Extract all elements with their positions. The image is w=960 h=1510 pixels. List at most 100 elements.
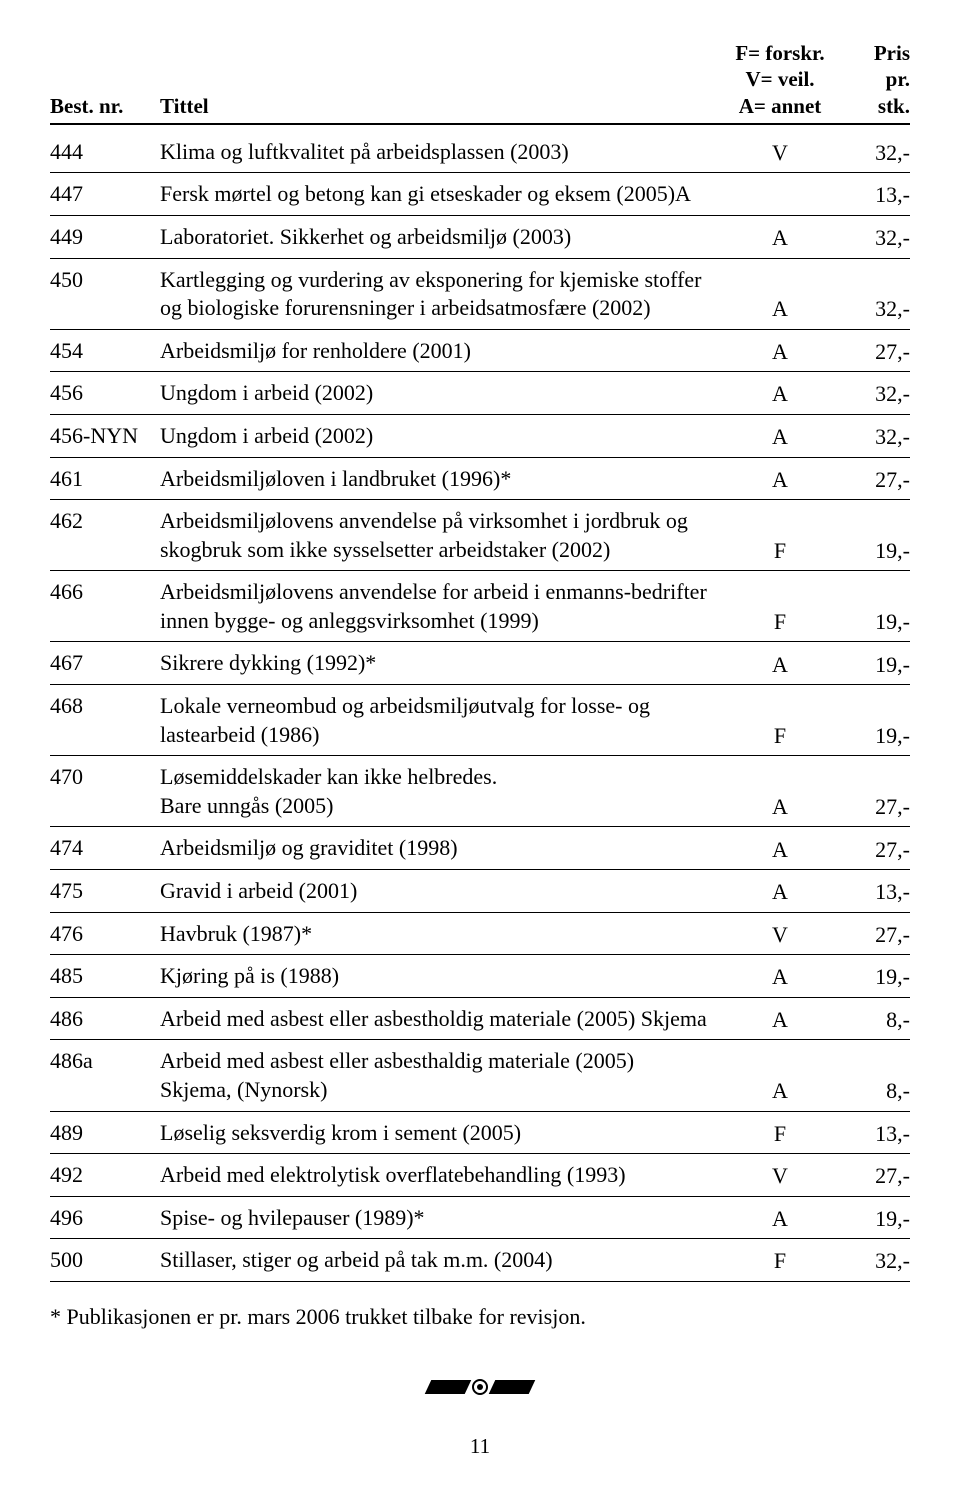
- cell-type: V: [720, 921, 840, 949]
- cell-nr: 456-NYN: [50, 422, 160, 451]
- cell-title: Arbeidsmiljøloven i landbruket (1996)*: [160, 465, 720, 494]
- cell-price: 19,-: [840, 722, 910, 750]
- header-price: Pris pr. stk.: [840, 40, 910, 119]
- cell-nr: 496: [50, 1204, 160, 1233]
- cell-title: Kartlegging og vurdering av eksponering …: [160, 266, 720, 323]
- cell-type: A: [720, 1006, 840, 1034]
- cell-nr: 467: [50, 649, 160, 678]
- cell-title: Stillaser, stiger og arbeid på tak m.m. …: [160, 1246, 720, 1275]
- table-row: 489Løselig seksverdig krom i sement (200…: [50, 1112, 910, 1155]
- cell-nr: 461: [50, 465, 160, 494]
- header-type: F= forskr. V= veil. A= annet: [720, 40, 840, 119]
- cell-type: F: [720, 1247, 840, 1275]
- cell-nr: 492: [50, 1161, 160, 1190]
- cell-type: A: [720, 1205, 840, 1233]
- cell-type: A: [720, 224, 840, 252]
- table-row: 476Havbruk (1987)*V27,-: [50, 913, 910, 956]
- cell-nr: 485: [50, 962, 160, 991]
- footer-ornament: [50, 1380, 910, 1399]
- cell-type: F: [720, 722, 840, 750]
- cell-nr: 486a: [50, 1047, 160, 1076]
- table-row: 468Lokale verneombud og arbeidsmiljøutva…: [50, 685, 910, 756]
- cell-nr: 447: [50, 180, 160, 209]
- cell-title: Arbeid med elektrolytisk overflatebehand…: [160, 1161, 720, 1190]
- cell-price: 27,-: [840, 1162, 910, 1190]
- table-row: 444Klima og luftkvalitet på arbeidsplass…: [50, 131, 910, 174]
- cell-type: A: [720, 793, 840, 821]
- cell-nr: 449: [50, 223, 160, 252]
- cell-title: Arbeidsmiljølovens anvendelse for arbeid…: [160, 578, 720, 635]
- cell-price: 32,-: [840, 295, 910, 323]
- footnote: * Publikasjonen er pr. mars 2006 trukket…: [50, 1304, 910, 1330]
- cell-type: V: [720, 139, 840, 167]
- table-row: 486aArbeid med asbest eller asbesthaldig…: [50, 1040, 910, 1111]
- table-row: 462Arbeidsmiljølovens anvendelse på virk…: [50, 500, 910, 571]
- table-row: 466Arbeidsmiljølovens anvendelse for arb…: [50, 571, 910, 642]
- table-row: 461Arbeidsmiljøloven i landbruket (1996)…: [50, 458, 910, 501]
- table-row: 485Kjøring på is (1988)A19,-: [50, 955, 910, 998]
- cell-type: F: [720, 537, 840, 565]
- cell-nr: 475: [50, 877, 160, 906]
- cell-type: F: [720, 608, 840, 636]
- cell-price: 19,-: [840, 1205, 910, 1233]
- cell-price: 32,-: [840, 380, 910, 408]
- cell-price: 32,-: [840, 423, 910, 451]
- cell-nr: 462: [50, 507, 160, 536]
- cell-type: A: [720, 963, 840, 991]
- table-row: 486Arbeid med asbest eller asbestholdig …: [50, 998, 910, 1041]
- cell-nr: 450: [50, 266, 160, 295]
- page-number: 11: [50, 1434, 910, 1459]
- cell-price: 27,-: [840, 466, 910, 494]
- cell-price: 19,-: [840, 651, 910, 679]
- cell-type: A: [720, 466, 840, 494]
- cell-nr: 489: [50, 1119, 160, 1148]
- cell-nr: 444: [50, 138, 160, 167]
- header-title: Tittel: [160, 94, 720, 119]
- cell-title: Laboratoriet. Sikkerhet og arbeidsmiljø …: [160, 223, 720, 252]
- table-row: 492Arbeid med elektrolytisk overflatebeh…: [50, 1154, 910, 1197]
- table-row: 450Kartlegging og vurdering av eksponeri…: [50, 259, 910, 330]
- cell-nr: 454: [50, 337, 160, 366]
- table-row: 456Ungdom i arbeid (2002)A32,-: [50, 372, 910, 415]
- cell-title: Arbeid med asbest eller asbesthaldig mat…: [160, 1047, 720, 1104]
- cell-type: A: [720, 295, 840, 323]
- cell-price: 8,-: [840, 1077, 910, 1105]
- table-row: 475Gravid i arbeid (2001)A13,-: [50, 870, 910, 913]
- header-nr: Best. nr.: [50, 94, 160, 119]
- cell-title: Ungdom i arbeid (2002): [160, 422, 720, 451]
- cell-title: Arbeid med asbest eller asbestholdig mat…: [160, 1005, 720, 1034]
- cell-title: Spise- og hvilepauser (1989)*: [160, 1204, 720, 1233]
- cell-nr: 500: [50, 1246, 160, 1275]
- table-row: 449Laboratoriet. Sikkerhet og arbeidsmil…: [50, 216, 910, 259]
- table-row: 454Arbeidsmiljø for renholdere (2001)A27…: [50, 330, 910, 373]
- cell-nr: 476: [50, 920, 160, 949]
- cell-title: Ungdom i arbeid (2002): [160, 379, 720, 408]
- cell-price: 27,-: [840, 836, 910, 864]
- cell-price: 19,-: [840, 537, 910, 565]
- cell-type: F: [720, 1120, 840, 1148]
- cell-type: A: [720, 338, 840, 366]
- cell-price: 32,-: [840, 224, 910, 252]
- cell-title: Fersk mørtel og betong kan gi etseskader…: [160, 180, 720, 209]
- cell-title: Arbeidsmiljø for renholdere (2001): [160, 337, 720, 366]
- cell-price: 8,-: [840, 1006, 910, 1034]
- cell-price: 32,-: [840, 1247, 910, 1275]
- table-row: 447Fersk mørtel og betong kan gi etseska…: [50, 173, 910, 216]
- cell-title: Sikrere dykking (1992)*: [160, 649, 720, 678]
- cell-nr: 456: [50, 379, 160, 408]
- table-row: 456-NYNUngdom i arbeid (2002)A32,-: [50, 415, 910, 458]
- cell-title: Arbeidsmiljø og graviditet (1998): [160, 834, 720, 863]
- cell-type: A: [720, 423, 840, 451]
- table-row: 467Sikrere dykking (1992)*A19,-: [50, 642, 910, 685]
- table-row: 474Arbeidsmiljø og graviditet (1998)A27,…: [50, 827, 910, 870]
- cell-type: A: [720, 380, 840, 408]
- cell-type: A: [720, 651, 840, 679]
- table-row: 496Spise- og hvilepauser (1989)*A19,-: [50, 1197, 910, 1240]
- cell-title: Lokale verneombud og arbeidsmiljøutvalg …: [160, 692, 720, 749]
- cell-price: 13,-: [840, 878, 910, 906]
- cell-nr: 468: [50, 692, 160, 721]
- cell-price: 19,-: [840, 608, 910, 636]
- cell-type: A: [720, 836, 840, 864]
- cell-nr: 474: [50, 834, 160, 863]
- cell-price: 27,-: [840, 921, 910, 949]
